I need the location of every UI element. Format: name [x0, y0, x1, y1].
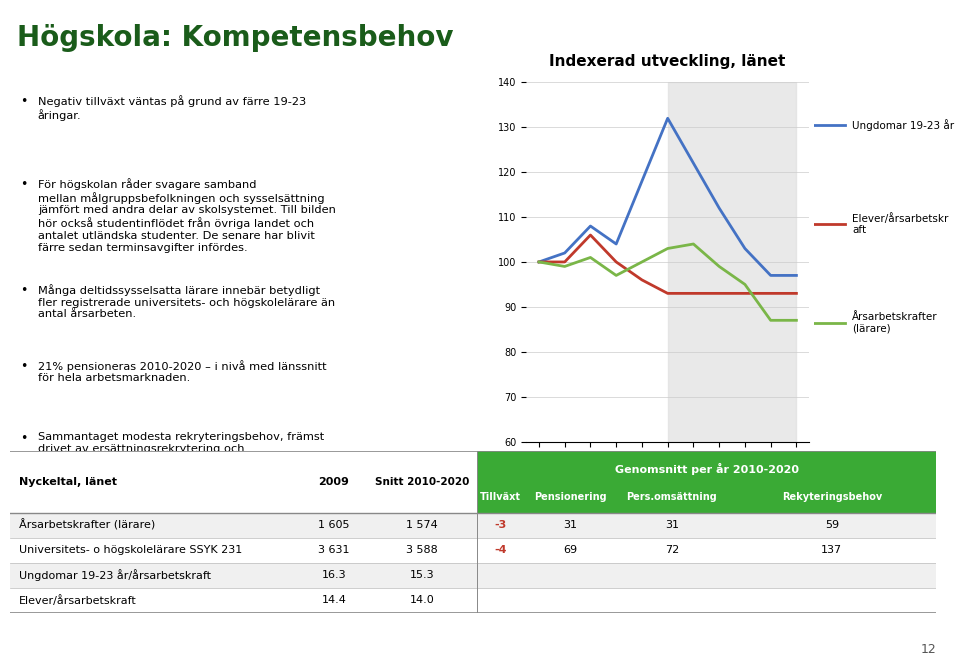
Bar	[10, 538, 936, 563]
Text: Elever/årsarbetskraft: Elever/årsarbetskraft	[19, 595, 136, 606]
Text: 31: 31	[564, 521, 577, 530]
Text: 72: 72	[665, 545, 679, 556]
Text: -4: -4	[494, 545, 507, 556]
Text: 1 605: 1 605	[318, 521, 349, 530]
Text: 3 631: 3 631	[318, 545, 349, 556]
Text: Pensionering: Pensionering	[534, 492, 607, 502]
Text: 15.3: 15.3	[410, 570, 434, 581]
Text: 14.0: 14.0	[410, 595, 434, 606]
Text: 14.4: 14.4	[322, 595, 347, 606]
Bar	[10, 451, 477, 513]
Text: 12: 12	[921, 643, 936, 656]
Text: -3: -3	[494, 521, 507, 530]
Text: •: •	[20, 284, 27, 297]
Text: 3 588: 3 588	[406, 545, 438, 556]
Text: Nyckeltal, länet: Nyckeltal, länet	[19, 477, 117, 487]
Text: 69: 69	[563, 545, 577, 556]
Text: •: •	[20, 360, 27, 373]
Text: 31: 31	[665, 521, 679, 530]
Text: •: •	[20, 178, 27, 191]
Bar	[10, 513, 936, 538]
Text: 2009: 2009	[319, 477, 349, 487]
Text: Rekyteringsbehov: Rekyteringsbehov	[781, 492, 882, 502]
Text: Årsarbetskrafter (lärare): Årsarbetskrafter (lärare)	[19, 519, 156, 531]
Text: 59: 59	[825, 521, 839, 530]
Text: •: •	[20, 432, 27, 445]
Bar	[10, 563, 936, 588]
Text: Indexerad utveckling, länet: Indexerad utveckling, länet	[549, 54, 786, 69]
Text: Universitets- o högskolelärare SSYK 231: Universitets- o högskolelärare SSYK 231	[19, 545, 242, 556]
Bar	[477, 451, 936, 513]
Text: Sammantaget modesta rekryteringsbehov, främst
drivet av ersättningsrekrytering o: Sammantaget modesta rekryteringsbehov, f…	[37, 432, 324, 465]
Text: Högskola: Kompetensbehov: Högskola: Kompetensbehov	[17, 24, 454, 52]
Text: 137: 137	[821, 545, 842, 556]
Text: Snitt 2010-2020: Snitt 2010-2020	[374, 477, 469, 487]
Text: •: •	[20, 95, 27, 107]
Text: Årsarbetskrafter
(lärare): Årsarbetskrafter (lärare)	[852, 312, 938, 333]
Text: Ungdomar 19-23 år: Ungdomar 19-23 år	[852, 119, 954, 131]
Bar	[10, 588, 936, 613]
Text: Pers.omsättning: Pers.omsättning	[627, 492, 717, 502]
Bar	[668, 82, 797, 442]
Text: För högskolan råder svagare samband
mellan målgruppsbefolkningen och sysselsättn: För högskolan råder svagare samband mell…	[37, 178, 336, 252]
Text: Många deltidssysselsatta lärare innebär betydligt
fler registrerade universitets: Många deltidssysselsatta lärare innebär …	[37, 284, 335, 320]
Text: Genomsnitt per år 2010-2020: Genomsnitt per år 2010-2020	[614, 463, 799, 474]
Text: 1 574: 1 574	[406, 521, 438, 530]
Text: Negativ tillväxt väntas på grund av färre 19-23
åringar.: Negativ tillväxt väntas på grund av färr…	[37, 95, 306, 121]
Text: Tillväxt: Tillväxt	[480, 492, 521, 502]
Text: 16.3: 16.3	[322, 570, 347, 581]
Text: 21% pensioneras 2010-2020 – i nivå med länssnitt
för hela arbetsmarknaden.: 21% pensioneras 2010-2020 – i nivå med l…	[37, 360, 326, 384]
Text: Ungdomar 19-23 år/årsarbetskraft: Ungdomar 19-23 år/årsarbetskraft	[19, 569, 211, 581]
Text: Elever/årsarbetskr
aft: Elever/årsarbetskr aft	[852, 213, 948, 235]
